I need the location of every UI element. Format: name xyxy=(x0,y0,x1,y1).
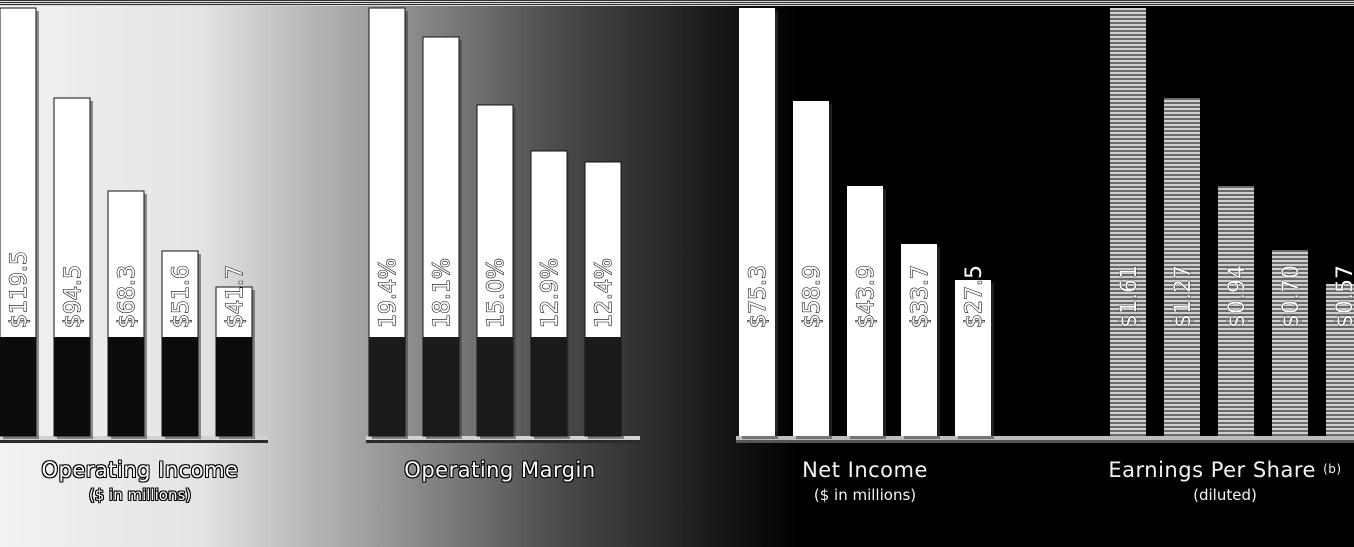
eps-value-label: $1.61 xyxy=(1117,265,1142,328)
baseline-rule xyxy=(736,436,1354,440)
operating-margin-value-label: 15.0% xyxy=(484,258,509,328)
operating-income-title: Operating Income xyxy=(41,458,239,482)
eps-subtitle: (diluted) xyxy=(1193,486,1257,504)
baseline-shadow xyxy=(366,440,640,443)
net-income-title: Net Income xyxy=(802,458,928,482)
net-income-subtitle: ($ in millions) xyxy=(813,486,917,504)
operating-income-bar-base xyxy=(162,337,198,436)
operating-income-bar-base xyxy=(0,337,36,436)
eps-bar xyxy=(1272,250,1308,436)
net-income-value-label: $43.9 xyxy=(854,265,879,328)
operating-margin-bar-base xyxy=(369,337,405,436)
eps-value-label: $0.70 xyxy=(1279,265,1304,328)
net-income-value-label: $58.9 xyxy=(800,265,825,328)
baseline-shadow xyxy=(736,440,1354,443)
net-income-value-label: $33.7 xyxy=(908,265,933,328)
operating-margin-bar-base xyxy=(585,337,621,436)
eps-title-text: Earnings Per Share xyxy=(1108,458,1316,482)
operating-margin-value-label: 12.9% xyxy=(538,258,563,328)
eps-value-label: $0.57 xyxy=(1333,265,1354,328)
operating-income-value-label: $51.6 xyxy=(169,265,194,328)
net-income-bar xyxy=(901,244,937,436)
net-income-bar xyxy=(955,280,991,436)
eps-bar xyxy=(1218,186,1254,436)
operating-margin-bar-base xyxy=(531,337,567,436)
operating-income-bar-base xyxy=(54,337,90,436)
top-rule xyxy=(0,0,1354,6)
operating-income-value-label: $119.5 xyxy=(7,251,32,328)
operating-income-bar-base xyxy=(108,337,144,436)
operating-income-bar-base xyxy=(216,337,252,436)
operating-income-value-label: $94.5 xyxy=(61,265,86,328)
eps-bar xyxy=(1326,284,1354,436)
operating-margin-value-label: 19.4% xyxy=(376,258,401,328)
net-income-value-label: $75.3 xyxy=(746,265,771,328)
operating-margin-bar-base xyxy=(477,337,513,436)
eps-value-label: $0.94 xyxy=(1225,265,1250,328)
operating-income-value-label: $68.3 xyxy=(115,265,140,328)
operating-margin-value-label: 12.4% xyxy=(592,258,617,328)
net-income-bar xyxy=(847,186,883,436)
eps-bar xyxy=(1110,8,1146,436)
net-income-bar xyxy=(793,101,829,436)
operating-income-value-label: $41.7 xyxy=(223,265,248,328)
eps-title: Earnings Per Share (b) xyxy=(1095,458,1354,482)
baseline-shadow xyxy=(0,440,268,443)
operating-margin-bar-base xyxy=(423,337,459,436)
eps-title-note: (b) xyxy=(1323,462,1342,476)
operating-margin-value-label: 18.1% xyxy=(430,258,455,328)
eps-bar xyxy=(1164,98,1200,436)
net-income-bar xyxy=(739,8,775,436)
operating-margin-title: Operating Margin xyxy=(404,458,596,482)
operating-income-subtitle: ($ in millions) xyxy=(88,486,192,504)
eps-value-label: $1.27 xyxy=(1171,265,1196,328)
net-income-value-label: $27.5 xyxy=(962,265,987,328)
